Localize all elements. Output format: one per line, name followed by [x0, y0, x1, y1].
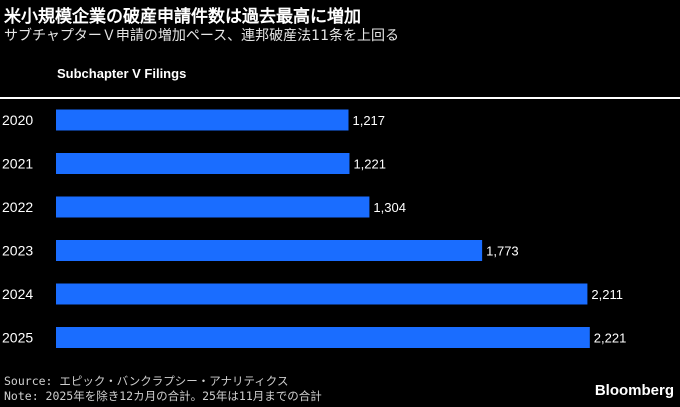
bar	[56, 109, 349, 131]
bar-chart: 2020 1,217 2021 1,221 2022 1,304 2023 1,773 2024…	[2, 109, 627, 348]
footer: Source: エピック・バンクラプシー・アナリティクス Note: 2025年…	[4, 374, 322, 404]
data-label: 1,217	[352, 113, 385, 128]
data-label: 1,221	[353, 157, 386, 172]
data-label: 2,221	[594, 331, 627, 346]
page-subtitle: サブチャプターＶ申請の増加ペース、連邦破産法11条を上回る	[4, 28, 399, 44]
axis-line	[0, 97, 680, 99]
source-text: Source: エピック・バンクラプシー・アナリティクス	[4, 374, 289, 388]
data-label: 1,773	[486, 244, 519, 259]
note-text: Note: 2025年を除き12カ月の合計。25年は11月までの合計	[4, 389, 322, 403]
category-label: 2020	[2, 112, 33, 128]
page-title: 米小規模企業の破産申請件数は過去最高に増加	[4, 7, 361, 27]
bar	[56, 196, 370, 218]
category-label: 2021	[2, 156, 33, 172]
chart-title: Subchapter V Filings	[57, 66, 187, 81]
brand-logo: Bloomberg	[594, 382, 674, 399]
category-label: 2023	[2, 243, 33, 259]
data-label: 1,304	[373, 200, 406, 215]
bar	[56, 240, 483, 261]
bar	[56, 327, 590, 348]
category-label: 2022	[2, 199, 33, 215]
data-label: 2,211	[591, 287, 623, 302]
bar	[56, 283, 588, 305]
bar	[56, 153, 350, 174]
category-label: 2025	[2, 330, 33, 346]
category-label: 2024	[2, 286, 33, 302]
